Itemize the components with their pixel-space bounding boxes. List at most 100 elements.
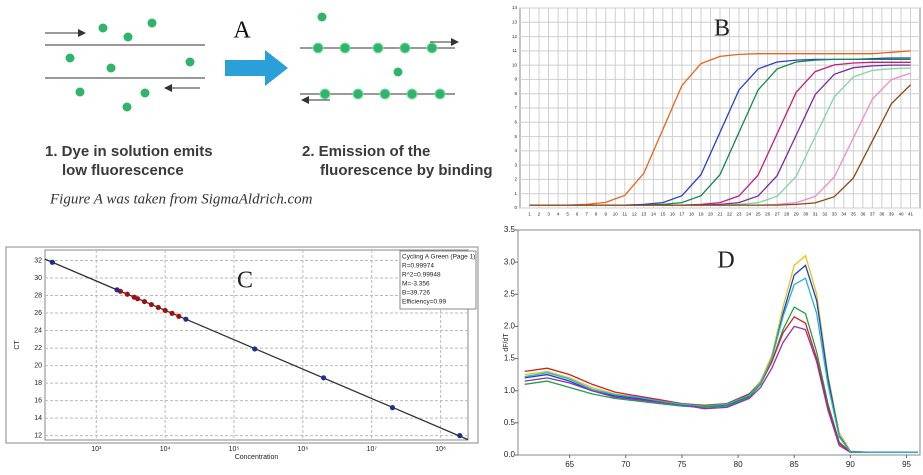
annotation-text: M=-3.356	[402, 281, 430, 288]
x-tick-label: 80	[734, 460, 743, 469]
y-tick-label: 16	[34, 397, 42, 404]
point	[169, 310, 175, 316]
x-tick-label: 15	[660, 212, 666, 217]
x-tick-label: 1	[528, 212, 531, 217]
point	[124, 291, 130, 297]
x-tick-label: 41	[908, 212, 914, 217]
y-tick-label: 6	[514, 119, 517, 124]
y-axis-label: CT	[14, 340, 21, 350]
x-tick-label: 23	[737, 212, 743, 217]
y-tick-label: 8	[514, 91, 517, 96]
y-tick-label: 3	[514, 162, 517, 167]
x-tick-label: 21	[717, 212, 723, 217]
step-text: low fluorescence	[62, 162, 184, 179]
point	[252, 346, 258, 352]
point	[141, 298, 148, 305]
y-tick-label: 0	[514, 205, 517, 210]
y-tick-label: 14	[34, 415, 42, 422]
x-tick-label: 90	[846, 460, 855, 469]
x-tick-label: 12	[632, 212, 638, 217]
step-text: 2. Emission of the	[302, 143, 430, 160]
x-tick-label: 6	[576, 212, 579, 217]
x-tick-label: 29	[794, 212, 800, 217]
chart: 12 14 16 18 20 22 24 26 28 30 32 10³ 10⁴ 10⁵ 10⁶ 10⁷ 10⁸…	[14, 249, 477, 461]
panel-a: A 1. Dye in solution emits low fluoresce…	[45, 12, 493, 207]
point	[389, 405, 396, 411]
y-tick-label: 28	[34, 292, 42, 299]
y-tick-label: 12	[34, 432, 42, 439]
x-tick-label: 85	[790, 460, 799, 469]
y-tick-label: 4	[514, 148, 517, 153]
series-line	[529, 84, 911, 206]
y-tick-label: 1	[514, 191, 517, 196]
point	[457, 433, 463, 439]
series-line	[524, 306, 918, 454]
x-axis-label: Concentration	[235, 454, 279, 461]
x-tick-label: 34	[841, 212, 847, 217]
y-tick-label: 0.5	[504, 418, 516, 427]
chart: 0.0 0.5 1.0 1.5 2.0 2.5 3.0 3.5 65 70 75 80 85 90 95 Dd…	[503, 225, 921, 469]
x-tick-label: 8	[595, 212, 598, 217]
point	[321, 375, 327, 381]
series-line	[524, 254, 918, 454]
x-tick-label: 65	[565, 460, 574, 469]
x-tick-label: 10⁶	[298, 446, 309, 453]
y-tick-label: 2.5	[504, 289, 516, 298]
x-tick-label: 27	[775, 212, 781, 217]
y-tick-label: 3.5	[504, 225, 516, 234]
annotation-text: Cycling A Green (Page 1)	[402, 254, 475, 261]
x-tick-label: 4	[557, 212, 560, 217]
x-tick-label: 17	[679, 212, 685, 217]
x-tick-label: 9	[604, 212, 607, 217]
x-tick-label: 75	[677, 460, 686, 469]
y-tick-label: 1.5	[504, 354, 516, 363]
y-tick-label: 2	[514, 177, 517, 182]
x-tick-label: 10⁵	[229, 446, 240, 453]
x-tick-label: 16	[670, 212, 676, 217]
point	[114, 287, 120, 293]
x-tick-label: 40	[898, 212, 904, 217]
x-tick-label: 25	[756, 212, 762, 217]
y-tick-label: 0.0	[504, 450, 516, 459]
caption: Figure A was taken from SigmaAldrich.com	[49, 191, 313, 207]
y-tick-label: 32	[34, 257, 42, 264]
point	[134, 296, 141, 302]
step-text: 1. Dye in solution emits	[45, 143, 213, 160]
plot-area	[44, 249, 469, 441]
point	[155, 304, 161, 311]
point	[148, 301, 154, 308]
y-tick-label: 7	[514, 105, 517, 110]
x-tick-label: 24	[746, 212, 752, 217]
x-tick-label: 37	[870, 212, 876, 217]
step-text: fluorescence by binding	[320, 162, 493, 179]
panel-label: C	[237, 268, 253, 294]
x-tick-label: 30	[803, 212, 809, 217]
x-tick-label: 95	[902, 460, 911, 469]
y-tick-label: 12	[512, 34, 518, 39]
annotation-text: B=39.726	[402, 290, 430, 297]
x-tick-label: 19	[698, 212, 704, 217]
x-tick-label: 36	[860, 212, 866, 217]
bound-dye	[312, 12, 446, 100]
y-axis-label: dF/dT	[503, 333, 510, 352]
annotation-text: R=0.99974	[402, 263, 434, 270]
x-tick-label: 10⁷	[367, 446, 378, 453]
x-tick-label: 7	[585, 212, 588, 217]
y-tick-label: 22	[34, 345, 42, 352]
y-tick-label: 1.0	[504, 386, 516, 395]
x-tick-label: 2	[538, 212, 541, 217]
x-tick-label: 5	[566, 212, 569, 217]
y-tick-label: 18	[34, 380, 42, 387]
x-tick-label: 32	[822, 212, 828, 217]
panel-label: B	[714, 16, 730, 42]
panel-frame	[5, 246, 479, 444]
x-tick-label: 22	[727, 212, 733, 217]
x-tick-label: 33	[832, 212, 838, 217]
y-tick-label: 13	[512, 19, 518, 24]
annotation-text: R^2=0.99948	[402, 272, 441, 279]
x-tick-label: 70	[621, 460, 630, 469]
y-tick-label: 14	[512, 5, 518, 10]
point	[162, 307, 168, 314]
